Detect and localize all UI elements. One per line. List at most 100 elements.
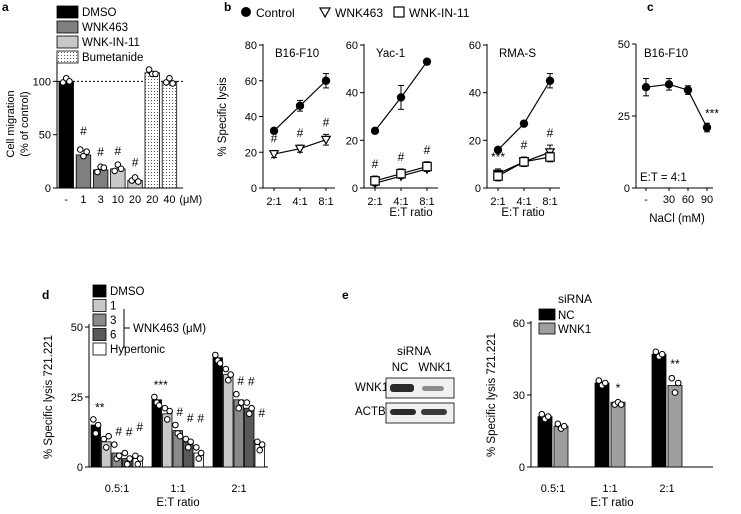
panel-e-xlabel: E:T ratio (590, 497, 633, 509)
panel-label-e: e (342, 288, 349, 302)
panel-c-point (664, 80, 674, 89)
panel-b-point (320, 135, 332, 146)
blot-membrane-actb (385, 402, 455, 424)
panel-e-significance: * (616, 381, 621, 395)
panel-d-point (195, 455, 203, 462)
panel-a-point (166, 74, 173, 82)
panel-d-ylabel: % Specific lysis 721.221 (43, 335, 55, 459)
panel-d-point (197, 449, 205, 457)
panel-b-sub-ytick-label: 0 (475, 183, 481, 195)
panel-d-point (90, 416, 97, 423)
panel-e-significance: ** (670, 357, 680, 371)
blot-row-label: WNK1 (355, 382, 388, 394)
panel-d-point (258, 441, 266, 448)
panel-b-significance: # (323, 115, 330, 129)
panel-d-point (184, 444, 192, 451)
panel-b-sub-ytick-label: 20 (346, 135, 358, 147)
panel-a-legend-swatch (56, 5, 79, 19)
panel-e-point (617, 401, 625, 408)
panel-b-xlabel: E:T ratio (389, 207, 432, 219)
panel-d-legend-swatch (92, 284, 107, 298)
panel-d-point (121, 449, 129, 457)
panel-b-point (493, 145, 503, 155)
panel-d-point (102, 444, 110, 451)
panel-d-point (115, 452, 123, 460)
panel-d-significance: # (187, 411, 194, 425)
panel-b-sub-ytick-label: 40 (245, 112, 257, 124)
panel-a-point (100, 164, 108, 172)
panel-a-xtick-label: 10 (112, 194, 124, 206)
panel-e-point (668, 374, 676, 382)
panel-a-significance: # (132, 156, 139, 170)
panel-e-point (538, 410, 546, 418)
panel-c-annotation: E:T = 4:1 (640, 172, 687, 184)
panel-e-legend-swatch (538, 322, 556, 335)
panel-e-bar (594, 382, 610, 468)
panel-b-xtick-label: 4:1 (516, 196, 531, 208)
panel-b-point (269, 126, 279, 135)
panel-d-legend-label: 3 (110, 315, 116, 327)
panel-d-significance: # (176, 405, 183, 419)
panel-b-point (321, 76, 331, 85)
panel-b-subplot-title: RMA-S (499, 48, 536, 60)
panel-a-legend-label: WNK-IN-11 (82, 37, 140, 49)
panel-d-bar (101, 441, 112, 468)
panel-d-point (256, 446, 264, 454)
panel-a-ytick-label: 50 (39, 130, 51, 142)
panel-e-point (595, 377, 603, 384)
panel-d-legend-label: DMSO (110, 286, 145, 298)
panel-d-point (176, 432, 184, 440)
panel-d-point (227, 371, 234, 378)
panel-e-ytick-label: 30 (513, 390, 525, 402)
panel-d-point (254, 438, 261, 446)
panel-d-ytick-label: 25 (71, 392, 83, 404)
panel-b-xlabel: E:T ratio (501, 207, 544, 219)
panel-a-ylabel-2: (% of control) (19, 91, 31, 156)
panel-c-point (702, 123, 712, 132)
panel-d-point (182, 435, 190, 443)
panel-b-significance: # (424, 143, 431, 157)
panel-a-ytick-label: 100 (33, 76, 51, 88)
panel-b-legend-marker (241, 7, 251, 17)
panel-b-sub-ytick-label: 0 (352, 183, 358, 195)
panel-b-significance: # (372, 157, 379, 171)
panel-a-point (152, 70, 159, 78)
blot-lane-label: WNK1 (418, 362, 451, 374)
panel-b-point (545, 152, 555, 162)
panel-e-xtick-label: 1:1 (602, 483, 617, 495)
panel-a-legend-swatch (56, 35, 79, 49)
panel-c-ytick-label: 50 (618, 39, 630, 51)
panel-d-point (132, 452, 139, 460)
panel-d-legend-swatch (92, 328, 107, 341)
panel-b-significance: # (297, 126, 304, 140)
panel-b-point (396, 93, 406, 102)
panel-b-sub-ytick-label: 20 (469, 135, 481, 147)
panel-d-legend-label: 6 (110, 330, 116, 342)
panel-b-point (294, 144, 306, 155)
panel-b-point (422, 57, 432, 66)
panel-c-ytick-label: 0 (624, 183, 630, 195)
panel-label-b: b (224, 0, 231, 14)
panel-b-significance: *** (491, 150, 505, 164)
panel-a-legend-swatch (56, 20, 79, 34)
panel-e-legend-label: NC (558, 310, 575, 322)
panel-a-x-unit: (μM) (179, 194, 202, 206)
panel-d-legend-swatch (92, 342, 107, 356)
panel-c-significance: *** (705, 107, 719, 121)
panel-b-point (295, 101, 305, 110)
panel-d-significance: # (258, 406, 265, 420)
panel-label-a: a (2, 0, 9, 14)
panel-a-legend-swatch (56, 50, 79, 64)
panel-d-point (235, 404, 243, 412)
panel-d-point (224, 376, 232, 384)
panel-a-significance: # (80, 124, 87, 138)
panel-d-significance: # (126, 425, 133, 439)
panel-b-sub-ytick-label: 60 (346, 40, 358, 52)
panel-b-point (370, 176, 380, 186)
panel-a-legend-label: WNK463 (82, 22, 128, 34)
panel-d-bar (233, 399, 244, 468)
panel-label-d: d (42, 288, 49, 302)
panel-a-point (134, 178, 142, 185)
panel-d-point (166, 407, 173, 415)
panel-d-point (193, 444, 200, 451)
